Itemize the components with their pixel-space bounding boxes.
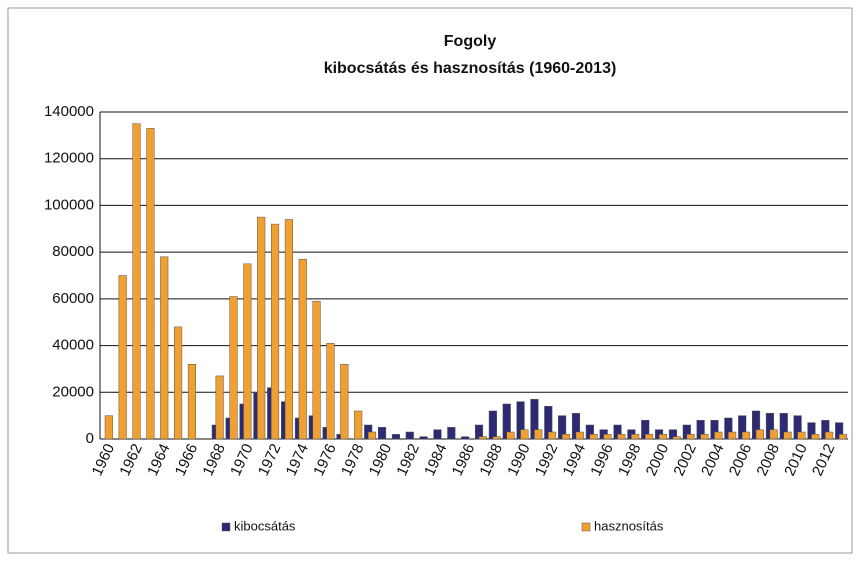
legend-label: kibocsátás <box>234 518 296 533</box>
bar <box>340 364 349 440</box>
bar <box>104 415 113 440</box>
bar <box>741 431 751 440</box>
bar <box>447 427 456 440</box>
bar <box>118 275 127 440</box>
bar <box>354 410 363 440</box>
legend-swatch <box>581 522 591 532</box>
y-tick-label: 20000 <box>52 383 94 400</box>
y-tick-label: 80000 <box>52 243 94 260</box>
bar <box>433 429 442 440</box>
y-tick-label: 60000 <box>52 290 94 307</box>
bar <box>257 216 266 440</box>
bar <box>132 123 141 440</box>
bar <box>548 431 557 440</box>
bar <box>769 429 778 440</box>
bar <box>728 431 737 440</box>
bar <box>825 431 834 440</box>
legend-swatch <box>221 522 231 532</box>
bar <box>658 434 667 440</box>
bar <box>391 434 400 440</box>
legend-label: hasznosítás <box>594 518 664 533</box>
bar <box>534 429 543 440</box>
bar <box>461 436 470 440</box>
bar <box>174 326 183 440</box>
y-tick-label: 40000 <box>52 337 94 354</box>
bar <box>215 375 224 440</box>
bar <box>326 342 335 440</box>
bar <box>797 431 806 440</box>
bar <box>686 434 695 440</box>
y-tick-label: 0 <box>86 430 94 447</box>
bar <box>589 434 598 440</box>
bar <box>838 434 848 440</box>
bar <box>284 219 293 440</box>
bar <box>755 429 764 440</box>
chart-title: Fogoly <box>444 33 497 50</box>
bar <box>492 436 501 440</box>
bar <box>783 431 792 440</box>
y-tick-label: 140000 <box>44 103 94 120</box>
bar <box>478 436 487 440</box>
y-tick-label: 100000 <box>44 196 94 213</box>
bar <box>229 296 238 440</box>
bar <box>488 410 497 440</box>
bar <box>561 434 571 440</box>
bar <box>714 431 723 440</box>
bar <box>405 431 414 440</box>
bar <box>506 431 515 440</box>
bar <box>700 434 709 440</box>
bar <box>243 263 252 440</box>
bar <box>298 258 307 440</box>
bar <box>617 434 626 440</box>
bar <box>146 128 155 440</box>
bar <box>631 434 640 440</box>
bar <box>672 436 681 440</box>
bar <box>270 223 280 440</box>
bar <box>520 429 529 440</box>
bar <box>811 434 820 440</box>
bar <box>160 256 169 440</box>
bar <box>367 431 377 440</box>
bar <box>312 300 321 440</box>
bar <box>377 427 387 440</box>
chart-subtitle: kibocsátás és hasznosítás (1960-2013) <box>324 60 617 77</box>
bar <box>575 431 584 440</box>
bar <box>644 434 654 440</box>
bar <box>419 436 428 440</box>
bar <box>603 434 612 440</box>
y-tick-label: 120000 <box>44 150 94 167</box>
bar <box>187 364 197 440</box>
